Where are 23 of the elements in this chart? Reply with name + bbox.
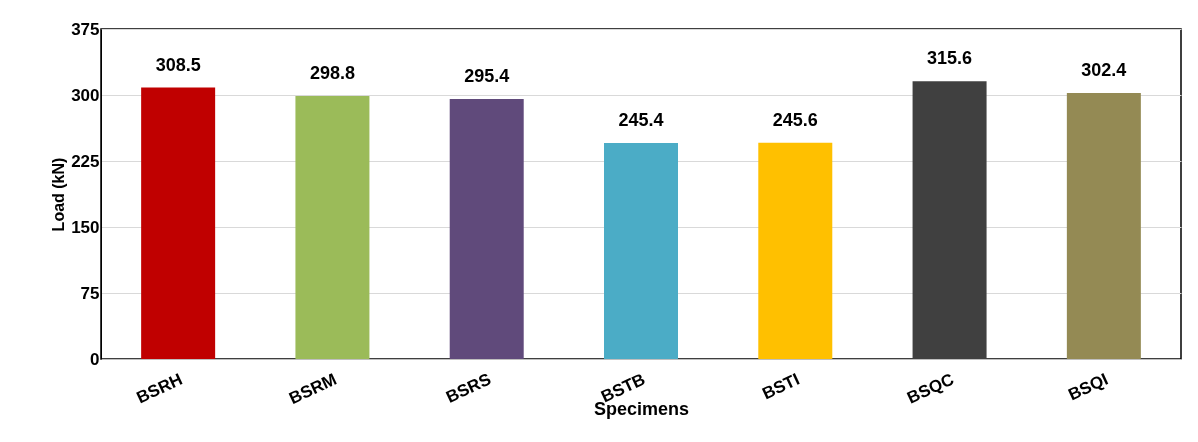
y-axis-title: Load (kN): [50, 157, 68, 232]
y-tick-label: 300: [71, 85, 100, 105]
bar: [758, 142, 833, 359]
data-label: 298.8: [309, 63, 355, 84]
y-tick-label: 375: [71, 19, 100, 39]
bar: [1066, 92, 1141, 359]
bar: [912, 81, 987, 359]
data-label: 302.4: [1081, 59, 1127, 80]
data-label: 245.6: [772, 109, 818, 130]
y-tick-label: 0: [90, 349, 100, 369]
y-tick-label: 225: [71, 151, 100, 171]
data-label: 295.4: [464, 66, 510, 87]
bar: [604, 143, 678, 359]
x-tick-label: BSTI: [759, 369, 803, 404]
data-label: 308.5: [155, 54, 201, 75]
data-label: 315.6: [927, 48, 973, 69]
y-tick-label: 75: [80, 283, 100, 303]
bar: [295, 96, 370, 359]
bar: [449, 99, 524, 359]
data-label: 245.4: [618, 110, 664, 131]
y-tick-label: 150: [71, 217, 100, 237]
bar: [141, 87, 216, 359]
x-tick-label: BSQI: [1065, 369, 1112, 405]
